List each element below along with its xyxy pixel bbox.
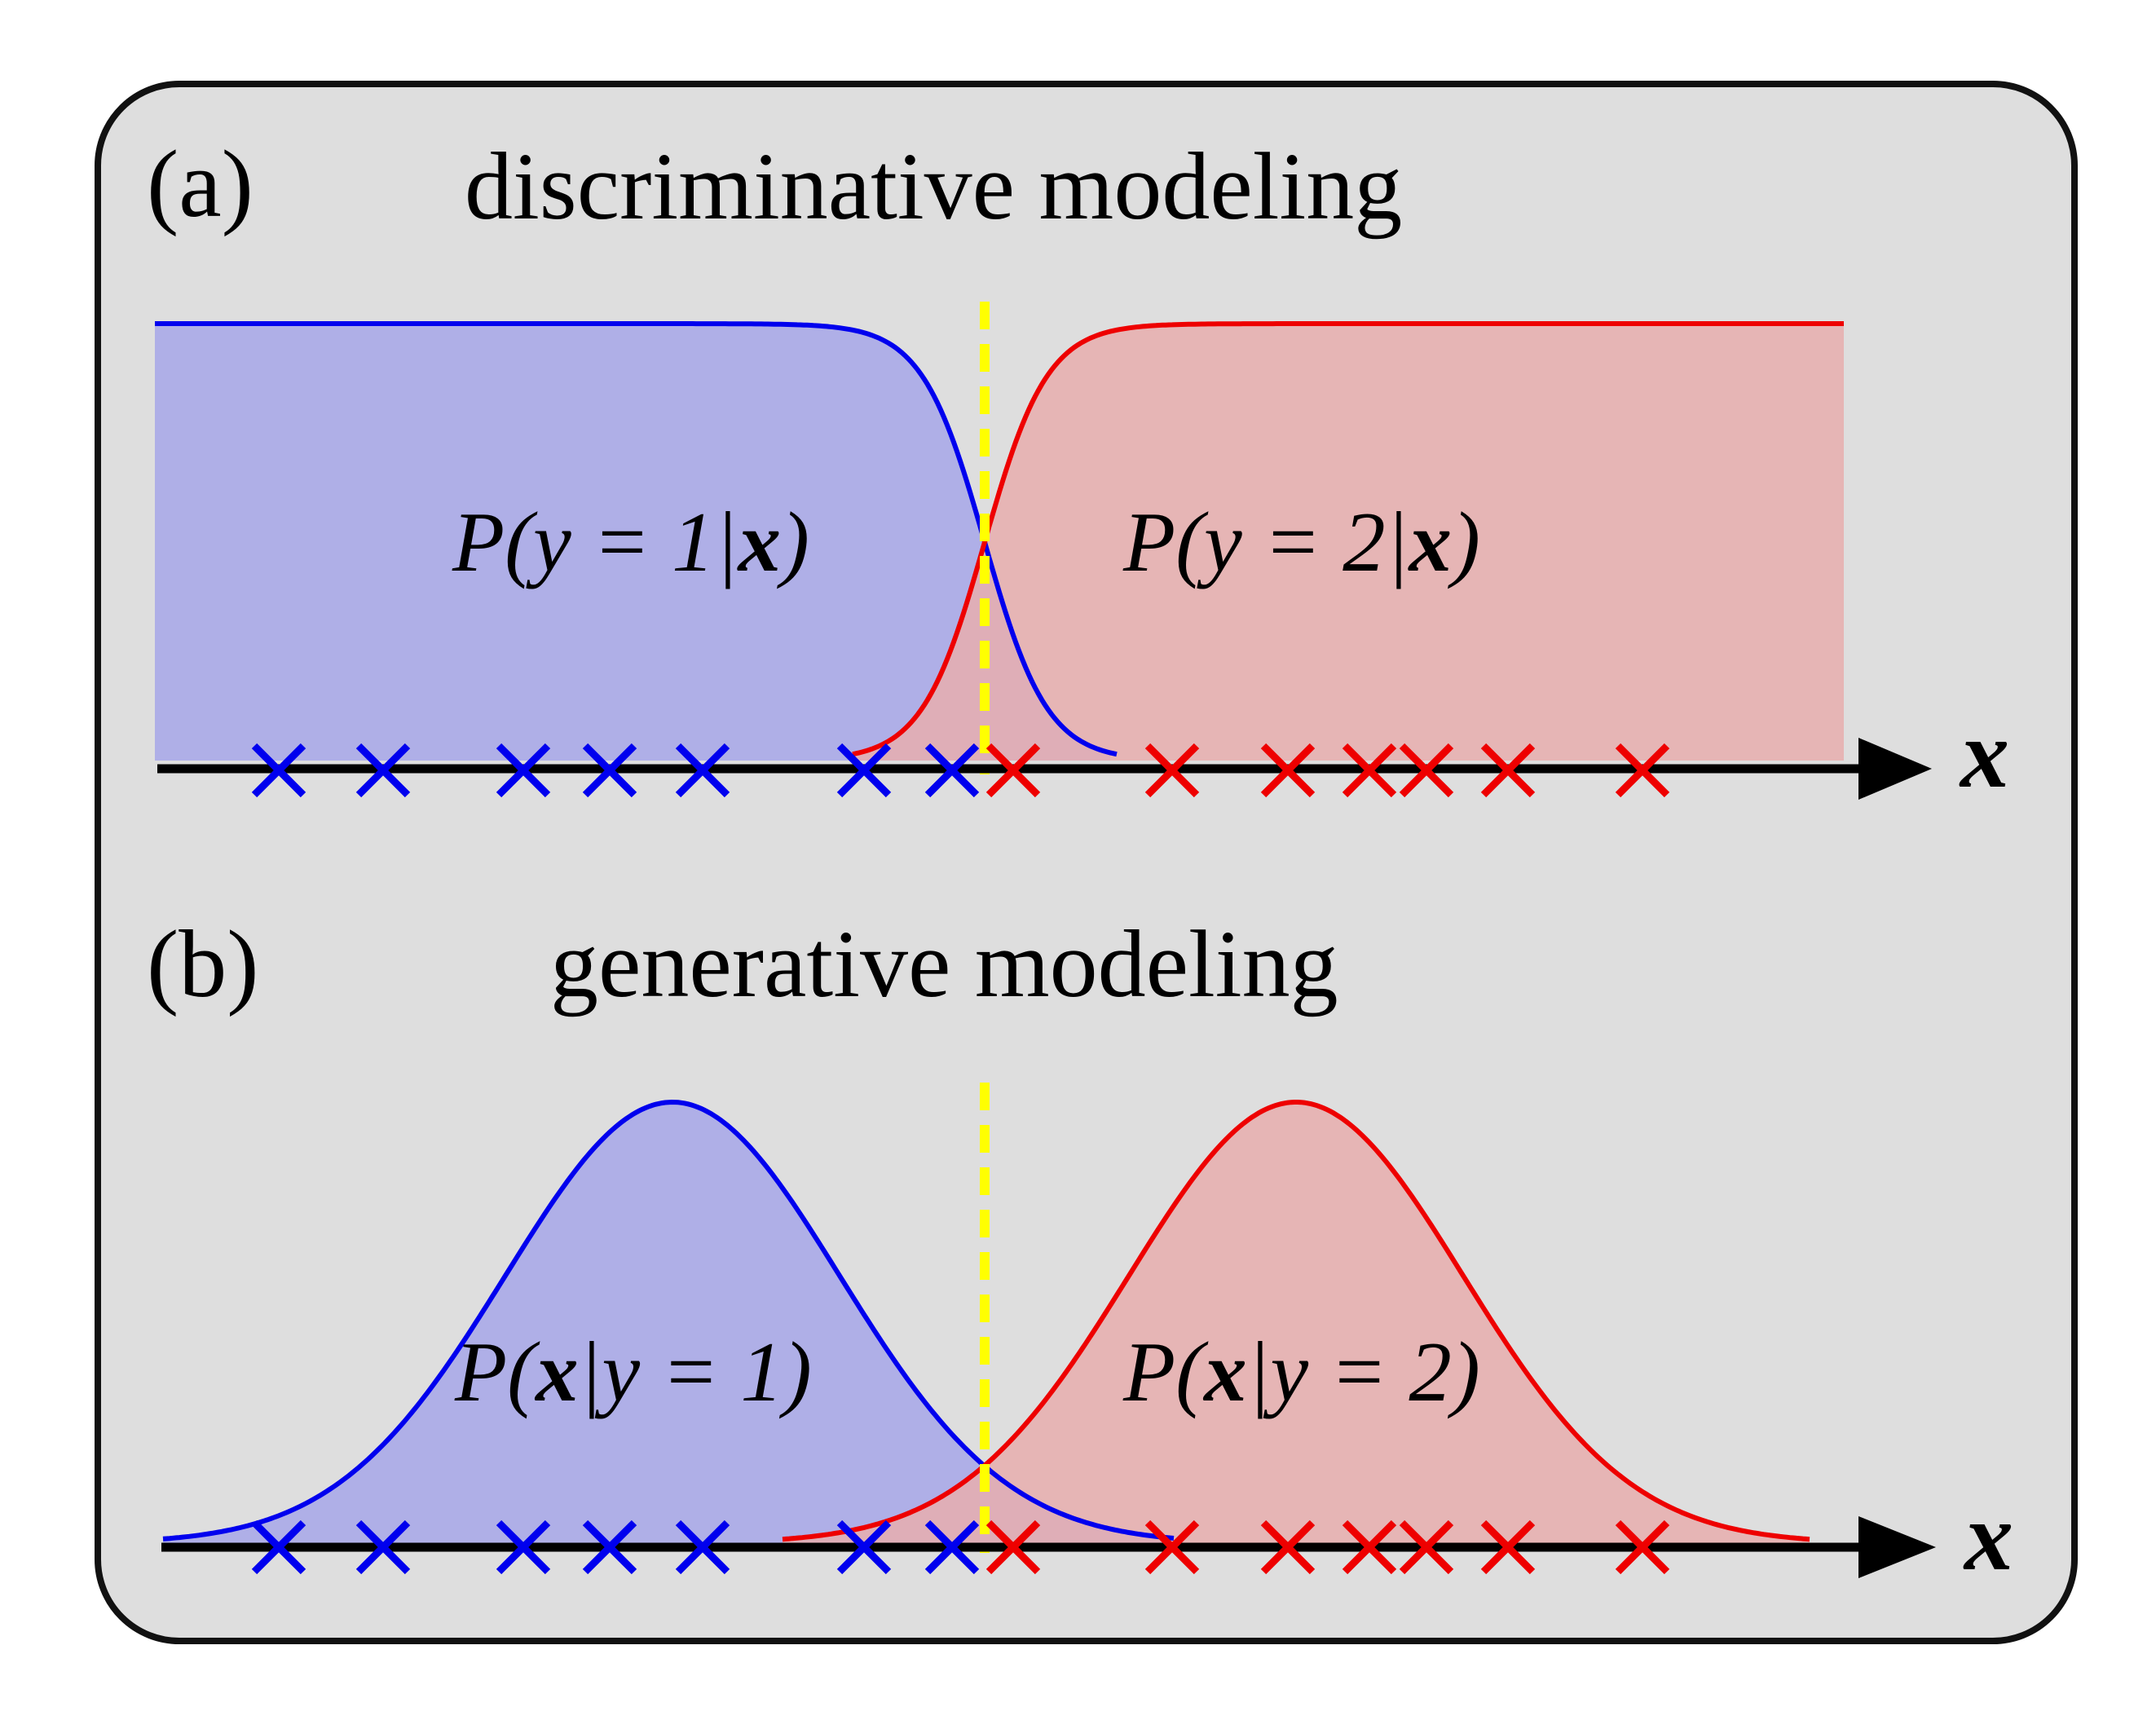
class2-sample-marker-stroke (1260, 743, 1316, 798)
class1-sample-marker-stroke (924, 743, 980, 798)
class1-sample-marker-stroke (675, 743, 730, 798)
class1-posterior-fill (155, 324, 1110, 761)
class1-sample-marker-stroke (924, 1519, 980, 1575)
class2-sample-marker (1342, 1519, 1397, 1575)
class2-sample-marker (1480, 1519, 1536, 1575)
class1-sample-marker-stroke (675, 1519, 730, 1575)
panel-a-title: discriminative modeling (465, 133, 1402, 240)
class1-sample-marker-stroke (582, 743, 637, 798)
class2-sample-marker (1399, 743, 1454, 798)
class2-sample-marker (1480, 743, 1536, 798)
panel-b: (b) generative modeling P(x|y = 1) P(x|y… (147, 911, 2013, 1590)
class1-sample-marker-stroke (355, 1519, 411, 1575)
class1-likelihood-fill (163, 1102, 1174, 1543)
panel-a-curves (155, 302, 1844, 774)
panel-a-label-class2: P(y = 2|x) (1122, 494, 1480, 589)
panel-a-axis-label: x (1959, 699, 2009, 808)
class1-sample-marker-stroke (355, 743, 411, 798)
class1-sample-marker-stroke (251, 1519, 306, 1575)
class1-likelihood-curve (162, 1099, 1175, 1542)
class2-sample-marker (985, 743, 1041, 798)
class2-sample-marker-stroke (1342, 743, 1397, 798)
class1-sample-marker (924, 743, 980, 798)
class2-sample-marker-stroke (1615, 743, 1670, 798)
panel-a-markers (251, 743, 1670, 798)
panel-b-label-class1: P(x|y = 1) (454, 1324, 812, 1419)
class2-likelihood-curve (782, 1100, 1810, 1542)
class2-sample-marker-stroke (1615, 1519, 1670, 1575)
axis-arrowhead (1858, 738, 1932, 800)
panel-a: (a) discriminative modeling P(y = 1|x) P… (147, 130, 2009, 808)
class2-sample-marker (1615, 743, 1670, 798)
panel-b-tag: (b) (147, 911, 259, 1017)
class2-sample-marker-stroke (1260, 1519, 1316, 1575)
panel-b-label-class2: P(x|y = 2) (1122, 1324, 1480, 1419)
class1-sample-marker (355, 743, 411, 798)
class1-posterior-curve (155, 321, 1118, 757)
axis-arrowhead (1858, 1516, 1936, 1578)
panel-b-curves (162, 1083, 1810, 1553)
class1-sample-marker (496, 1519, 551, 1575)
class1-sample-marker (675, 1519, 730, 1575)
class1-sample-marker (496, 743, 551, 798)
panel-a-tag: (a) (147, 130, 254, 237)
class2-sample-marker-stroke (1399, 1519, 1454, 1575)
class1-sample-marker (582, 1519, 637, 1575)
class1-sample-marker (924, 1519, 980, 1575)
class2-posterior-curve (852, 321, 1844, 757)
class2-sample-marker-stroke (1480, 1519, 1536, 1575)
class2-posterior-fill (856, 324, 1844, 761)
class1-sample-marker (251, 1519, 306, 1575)
class2-sample-marker (1615, 1519, 1670, 1575)
class1-sample-marker (582, 743, 637, 798)
class1-sample-marker-stroke (496, 743, 551, 798)
panel-a-label-class1: P(y = 1|x) (452, 494, 809, 589)
class2-sample-marker (1144, 1519, 1200, 1575)
class2-sample-marker-stroke (1480, 743, 1536, 798)
class2-sample-marker-stroke (1144, 743, 1200, 798)
class1-sample-marker-stroke (582, 1519, 637, 1575)
class2-sample-marker-stroke (1342, 1519, 1397, 1575)
class1-sample-marker (355, 1519, 411, 1575)
class2-sample-marker-stroke (985, 743, 1041, 798)
class2-sample-marker (1144, 743, 1200, 798)
class1-sample-marker-stroke (836, 1519, 892, 1575)
class2-sample-marker (1342, 743, 1397, 798)
class2-sample-marker (1260, 1519, 1316, 1575)
panel-b-markers (251, 1519, 1670, 1575)
class2-sample-marker (1260, 743, 1316, 798)
class2-sample-marker-stroke (1144, 1519, 1200, 1575)
class1-sample-marker (251, 743, 306, 798)
panel-b-title: generative modeling (550, 911, 1338, 1017)
class1-sample-marker-stroke (251, 743, 306, 798)
class2-sample-marker (1399, 1519, 1454, 1575)
class1-sample-marker (836, 1519, 892, 1575)
class2-sample-marker-stroke (985, 1519, 1041, 1575)
class1-sample-marker-stroke (836, 743, 892, 798)
panel-b-axis-label: x (1963, 1482, 2013, 1590)
class1-sample-marker-stroke (496, 1519, 551, 1575)
class1-sample-marker (675, 743, 730, 798)
class1-sample-marker (836, 743, 892, 798)
class2-likelihood-fill (783, 1102, 1810, 1543)
class2-sample-marker (985, 1519, 1041, 1575)
class2-sample-marker-stroke (1399, 743, 1454, 798)
